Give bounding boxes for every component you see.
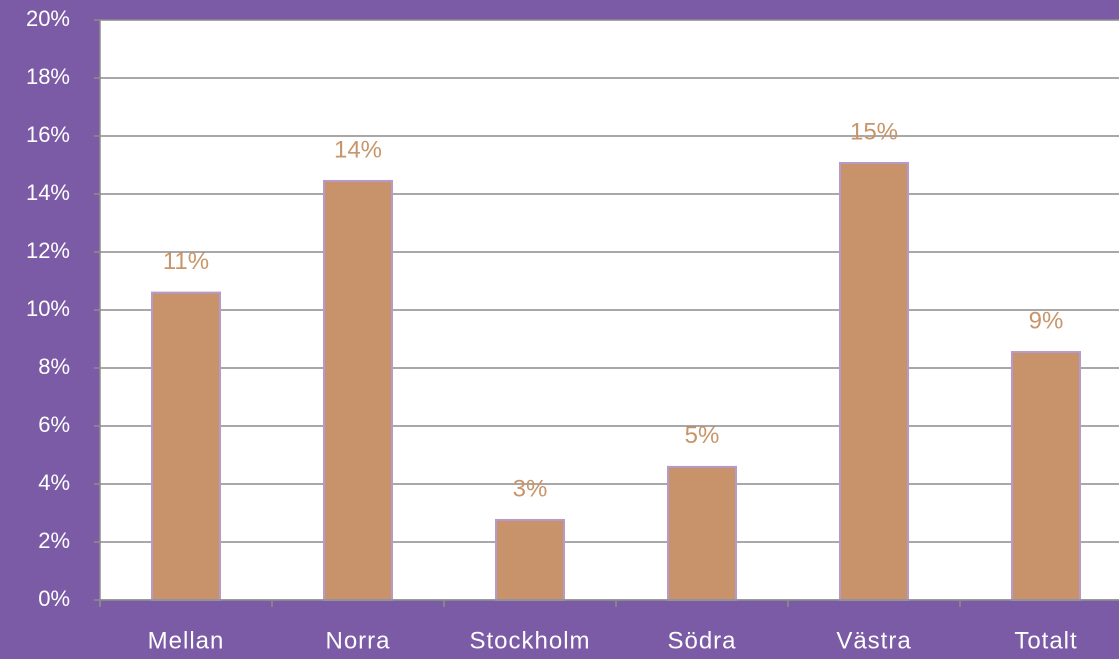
value-label: 15% (850, 118, 898, 145)
x-tick-label: Västra (836, 627, 911, 654)
y-tick-label: 6% (38, 412, 70, 437)
x-tick-label: Stockholm (469, 627, 590, 654)
value-label: 14% (334, 136, 382, 163)
y-tick-label: 18% (26, 64, 70, 89)
value-label: 5% (685, 422, 720, 449)
bar (495, 518, 565, 602)
bar (667, 465, 737, 602)
y-tick-label: 12% (26, 238, 70, 263)
y-tick-label: 0% (38, 586, 70, 611)
bar (1011, 351, 1081, 601)
value-label: 9% (1029, 307, 1064, 334)
x-tick-label: Norra (325, 627, 390, 654)
x-tick-label: Totalt (1014, 627, 1077, 654)
y-tick-label: 16% (26, 122, 70, 147)
bar (323, 179, 393, 601)
y-tick-label: 4% (38, 470, 70, 495)
bar (151, 291, 221, 601)
y-tick-label: 10% (26, 296, 70, 321)
y-tick-label: 8% (38, 354, 70, 379)
y-tick-label: 2% (38, 528, 70, 553)
x-tick-label: Mellan (148, 627, 225, 654)
y-tick-label: 20% (26, 6, 70, 31)
x-tick-label: Södra (667, 627, 736, 654)
bar (839, 161, 909, 601)
value-label: 11% (163, 248, 209, 275)
value-label: 3% (513, 475, 548, 502)
y-tick-label: 14% (26, 180, 70, 205)
